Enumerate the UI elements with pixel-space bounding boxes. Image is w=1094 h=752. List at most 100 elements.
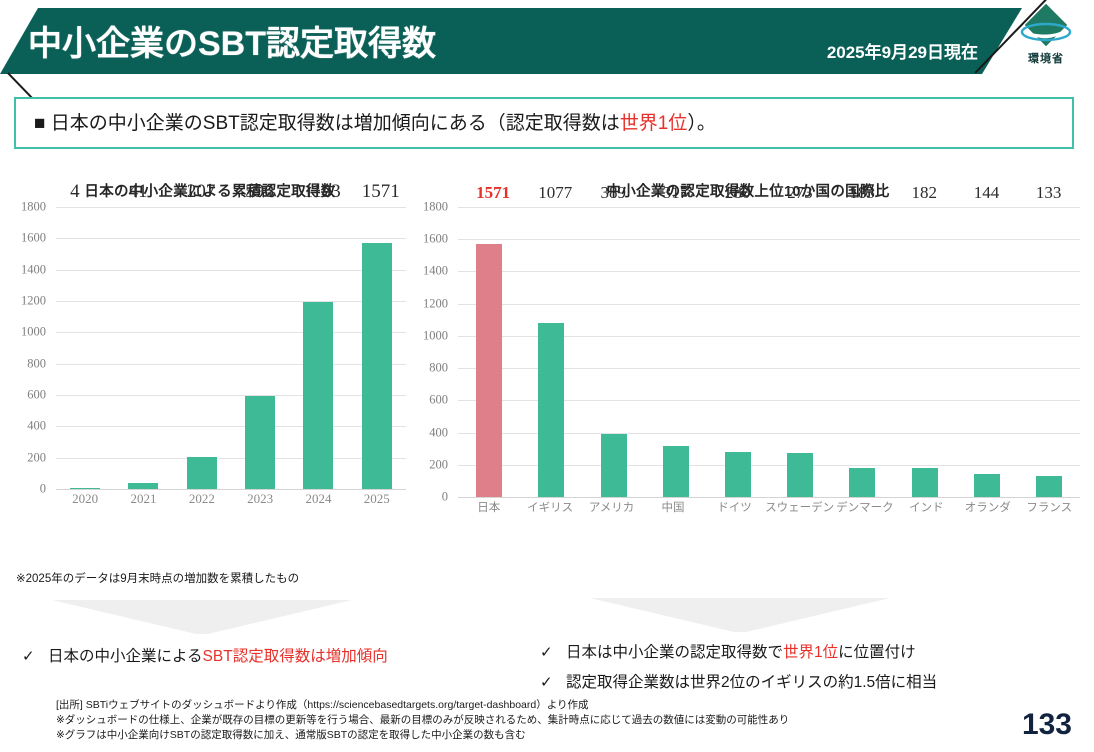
conclusion-text: 認定取得企業数は世界2位のイギリスの約1.5倍に相当 — [566, 670, 937, 692]
chart-right-plot: 0 200 400 600 800 1000 1200 1400 1600 1800 1571 10… — [412, 183, 1084, 525]
x-tick-label: 2021 — [130, 491, 157, 506]
logo-swoosh-icon — [1020, 22, 1072, 42]
callout-bullet-marker: ■ — [34, 113, 46, 134]
gridline — [56, 395, 406, 396]
gridline — [458, 335, 1080, 337]
ministry-logo-label: 環境省 — [1028, 53, 1064, 65]
x-tick-label: ドイツ — [717, 502, 752, 514]
gridline — [458, 368, 1080, 370]
x-tick-label: 日本 — [477, 502, 501, 514]
x-tick-label: イギリス — [527, 502, 574, 514]
conclusion-item: ✓ 認定取得企業数は世界2位のイギリスの約1.5倍に相当 — [540, 670, 937, 692]
bar: 133 — [1035, 183, 1062, 497]
gridline — [458, 207, 1080, 208]
y-tick-label: 600 — [27, 387, 46, 402]
bar-value-label: 389 — [600, 183, 627, 202]
y-tick-label: 400 — [429, 425, 448, 440]
chart-right-x-axis: 日本 イギリス アメリカ 中国 ドイツ スウェーデン デンマーク インド オランダ フランス — [458, 499, 1080, 525]
y-tick-label: 1000 — [21, 324, 46, 339]
x-tick-label: 2020 — [72, 491, 99, 506]
bar: 182 — [911, 183, 938, 497]
y-tick-label: 0 — [39, 481, 46, 496]
bar: 1193 — [303, 181, 341, 489]
bar-value-label: 1077 — [538, 183, 573, 202]
bar-slot: 596 — [231, 181, 289, 489]
ministry-logo: 環境省 — [1010, 3, 1082, 76]
x-tick-label: 中国 — [661, 502, 685, 514]
bar: 41 — [128, 181, 159, 489]
chart-japan-cumulative: 日本の中小企業による累積認定取得数 0 200 400 600 800 1000 1200 1… — [10, 180, 410, 555]
bar-slot: 133 — [1018, 183, 1080, 497]
gridline — [458, 497, 1080, 498]
footnote-line: ※グラフは中小企業向けSBTの認定取得数に加え、通常版SBTの認定を取得した中小… — [56, 729, 526, 741]
footnotes: [出所] SBTiウェブサイトのダッシュボードより作成（https://scie… — [56, 698, 789, 743]
gridline — [56, 238, 406, 240]
x-tick-label: 2024 — [305, 491, 332, 506]
gridline — [458, 432, 1080, 434]
ministry-emblem-icon — [1020, 3, 1072, 52]
y-tick-label: 600 — [429, 392, 448, 407]
bar-value-label: 596 — [245, 181, 274, 202]
bar: 1571 — [361, 181, 400, 489]
bar-slot: 1571 — [458, 183, 520, 497]
check-icon: ✓ — [540, 644, 553, 661]
bar-value-label: 133 — [1035, 183, 1062, 202]
bar-value-label: 1193 — [303, 181, 341, 202]
y-tick-label: 1600 — [21, 230, 46, 245]
chart-right-title: 中小企業の認定取得数上位10か国の国際比 — [606, 184, 890, 200]
bar-slot: 1077 — [520, 183, 582, 497]
y-tick-label: 1400 — [423, 263, 448, 278]
bar: 280 — [724, 183, 751, 497]
bar: 273 — [787, 183, 814, 497]
bar-slot: 144 — [956, 183, 1018, 497]
gridline — [56, 489, 406, 490]
chart-left-title: 日本の中小企業による累積認定取得数 — [84, 184, 336, 200]
x-tick-label: 2023 — [247, 491, 274, 506]
gridline — [56, 332, 406, 334]
conclusion-text-before: 日本は中小企業の認定取得数で — [566, 644, 784, 661]
y-tick-label: 200 — [27, 450, 46, 465]
x-tick-label: フランス — [1026, 502, 1073, 514]
footnote-line: ※ダッシュボードの仕様上、企業が既存の目標の更新等を行う場合、最新の目標のみが反… — [56, 714, 790, 726]
x-tick-label: 2025 — [363, 491, 390, 506]
bar-value-label: 273 — [787, 183, 813, 202]
bar-slot: 207 — [173, 181, 231, 489]
y-tick-label: 800 — [27, 356, 46, 371]
bar-value-label: 280 — [724, 183, 751, 202]
chart-left-gridlines — [56, 207, 406, 490]
y-tick-label: 800 — [429, 360, 448, 375]
conclusion-text-before: 日本の中小企業による — [48, 648, 203, 665]
bar: 389 — [600, 183, 627, 497]
bar-slot: 1571 — [348, 181, 406, 489]
y-tick-label: 400 — [27, 418, 46, 433]
gridline — [56, 207, 406, 208]
x-tick-label: オランダ — [964, 502, 1011, 514]
chart-left-note: ※2025年のデータは9月末時点の増加数を累積したもの — [16, 573, 300, 585]
x-tick-label: デンマーク — [836, 502, 894, 514]
chart-left-y-axis: 0 200 400 600 800 1000 1200 1400 1600 1800 — [10, 200, 52, 496]
bar: 1571 — [476, 183, 510, 497]
gridline — [458, 303, 1080, 305]
bar: 4 — [70, 181, 101, 489]
chart-left-bars: 4 41 207 596 1193 1571 — [56, 181, 406, 489]
gridline — [56, 301, 406, 302]
callout-text: ■ 日本の中小企業のSBT認定取得数は増加傾向にある（認定取得数は世界1位）。 — [34, 111, 716, 137]
gridline — [458, 400, 1080, 402]
check-icon: ✓ — [540, 674, 553, 691]
bar-value-label: 183 — [849, 183, 875, 202]
gridline — [458, 239, 1080, 241]
callout-text-after: ）。 — [687, 113, 716, 134]
bar-value-label: 4 — [70, 181, 80, 202]
chart-right-gridlines — [458, 207, 1080, 498]
bar-value-label: 144 — [973, 183, 1000, 202]
down-chevron-right-icon — [590, 598, 890, 632]
gridline — [56, 457, 406, 459]
y-tick-label: 1400 — [21, 262, 46, 277]
bar-value-label: 1571 — [361, 181, 400, 202]
y-tick-label: 0 — [441, 489, 448, 504]
bar-slot: 317 — [645, 183, 707, 497]
y-tick-label: 1000 — [423, 328, 448, 343]
x-tick-label: スウェーデン — [765, 502, 835, 514]
conclusion-highlight: SBT認定取得数は増加傾向 — [202, 648, 388, 665]
check-icon: ✓ — [22, 648, 35, 665]
